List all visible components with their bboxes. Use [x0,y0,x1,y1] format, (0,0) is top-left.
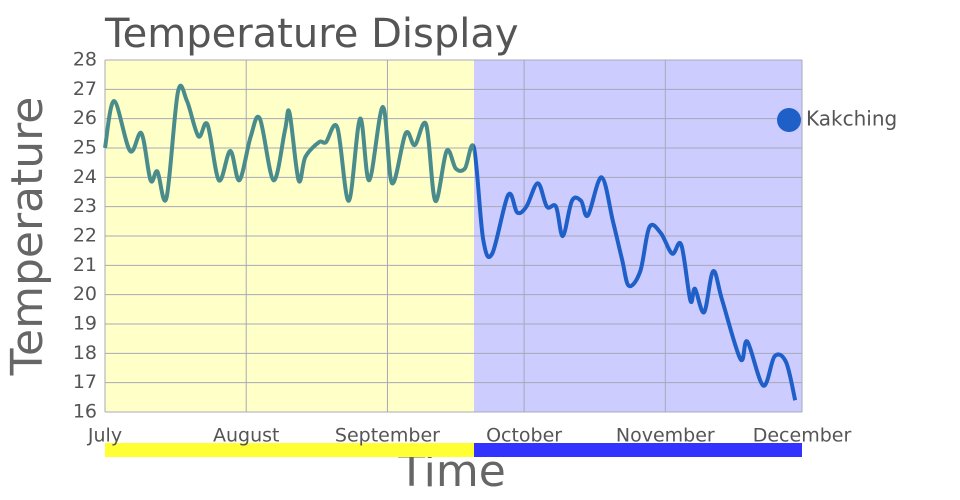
chart-title: Temperature Display [104,11,519,57]
x-tick-label: October [486,425,562,447]
region-bar [474,443,802,457]
x-tick-label: December [753,425,852,447]
x-tick-label: July [87,425,122,447]
y-tick-label: 20 [73,283,97,305]
x-tick-label: August [213,425,280,447]
region-bar [105,443,474,457]
y-tick-label: 26 [73,107,97,129]
y-axis-label: Temperature [2,97,53,377]
y-tick-label: 24 [73,166,97,188]
y-tick-label: 27 [73,78,97,100]
y-tick-label: 18 [73,342,97,364]
x-tick-label: November [616,425,715,447]
y-tick-label: 19 [73,313,97,335]
y-tick-label: 23 [73,195,97,217]
legend-label: Kakching [806,107,897,131]
y-tick-label: 25 [73,137,97,159]
y-tick-label: 21 [73,254,97,276]
legend-marker [777,108,801,132]
y-tick-label: 16 [73,401,97,423]
data-line [103,83,798,401]
y-tick-label: 28 [73,49,97,71]
x-tick-label: September [335,425,440,447]
y-tick-label: 22 [73,225,97,247]
y-tick-label: 17 [73,371,97,393]
